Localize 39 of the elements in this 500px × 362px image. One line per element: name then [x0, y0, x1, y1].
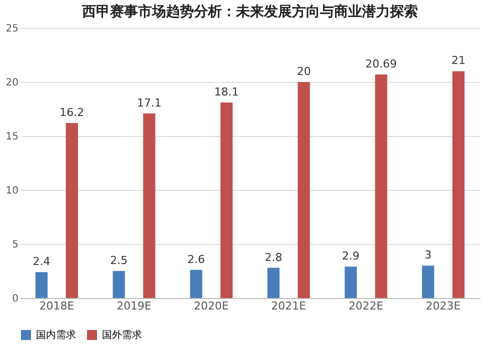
y-tick-label: 15: [6, 132, 18, 142]
bar: [66, 123, 78, 298]
bar: [375, 74, 388, 298]
bar: [452, 71, 465, 298]
legend-label: 国内需求: [36, 329, 76, 341]
bar: [143, 113, 156, 298]
y-tick-label: 20: [6, 78, 18, 88]
bar: [112, 271, 125, 298]
y-tick-label: 25: [6, 24, 18, 34]
data-label: 20.69: [365, 58, 397, 71]
data-label: 2.5: [110, 254, 128, 267]
x-tick-label: 2019E: [116, 300, 152, 312]
x-tick-label: 2018E: [39, 300, 74, 312]
bar: [298, 82, 310, 298]
bar: [35, 272, 48, 298]
data-label: 2.6: [187, 252, 205, 266]
y-tick-label: 5: [12, 240, 18, 250]
y-tick-label: 10: [6, 186, 18, 196]
data-label: 2.8: [264, 250, 282, 264]
bar: [220, 102, 233, 298]
data-label: 18.1: [214, 86, 239, 99]
x-tick-label: 2022E: [348, 300, 384, 312]
data-label: 17.1: [136, 96, 162, 110]
bar: [190, 270, 202, 298]
bar: [344, 266, 357, 298]
bar: [267, 268, 280, 298]
bar: [422, 266, 434, 298]
chart-title: 西甲赛事市场趋势分析：未来发展方向与商业潜力探索: [81, 3, 418, 20]
data-label: 16.2: [60, 106, 84, 120]
data-label: 20: [296, 65, 311, 78]
data-label: 2.9: [342, 250, 360, 263]
data-label: 21: [451, 54, 466, 68]
x-tick-label: 2023E: [426, 300, 461, 312]
y-tick-label: 0: [12, 294, 18, 304]
x-tick-label: 2021E: [271, 300, 306, 312]
data-label: 2.4: [32, 255, 50, 268]
legend-label: 国外需求: [102, 329, 142, 341]
data-label: 3: [424, 248, 432, 262]
x-tick-label: 2020E: [194, 300, 229, 312]
